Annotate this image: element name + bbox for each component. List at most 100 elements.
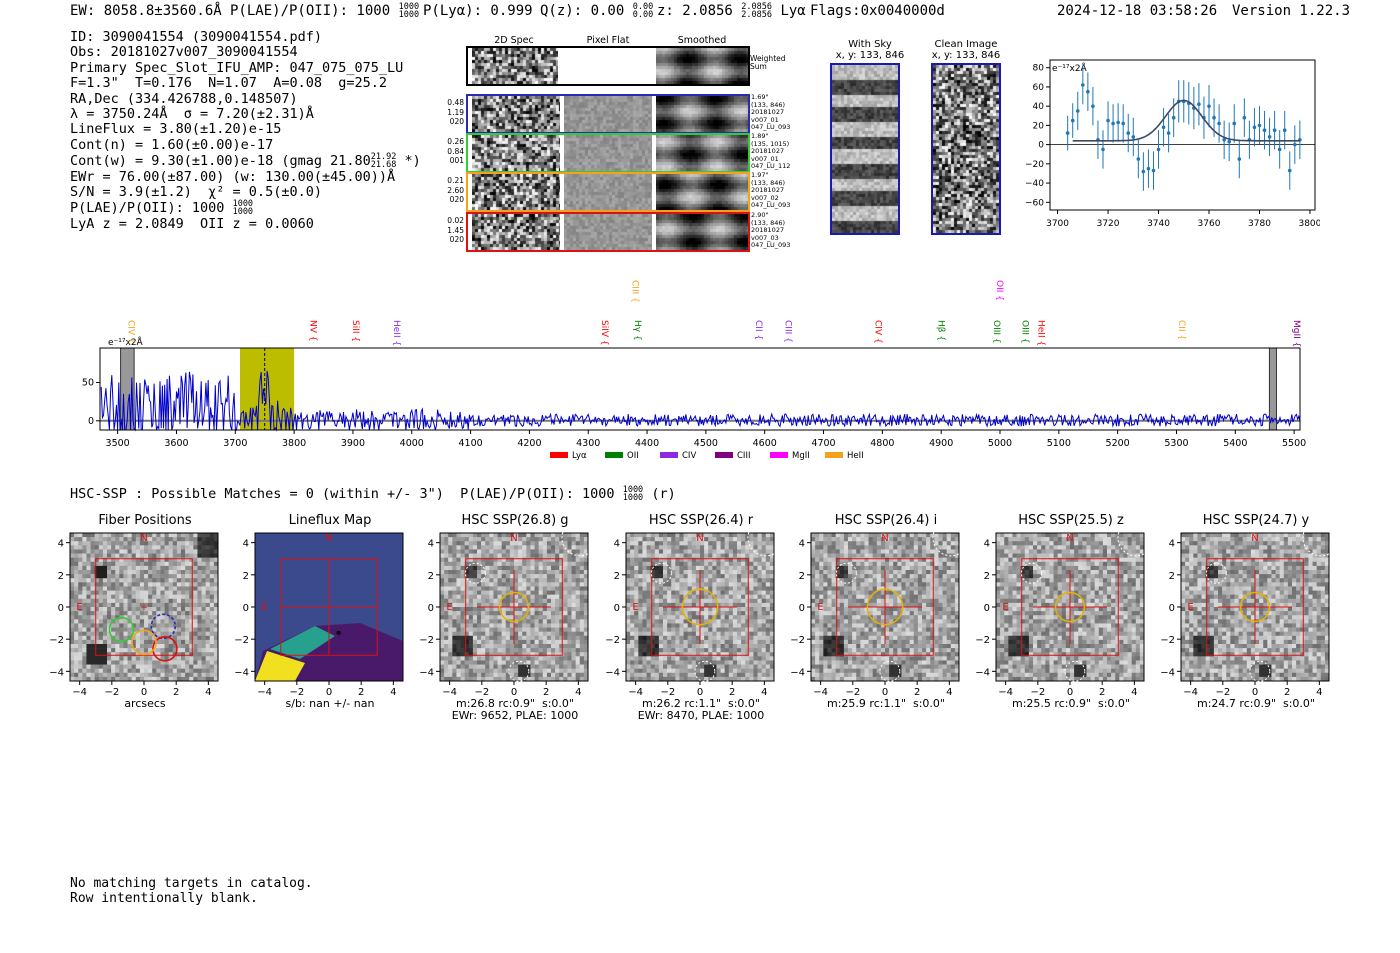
x-tick-label: 0 [1067, 687, 1073, 698]
y-tick-label: 0 [614, 603, 620, 614]
panel-title: HSC SSP(26.4) i [834, 513, 938, 528]
neighbor-circle [747, 530, 776, 557]
y-tick-label: −2 [975, 635, 990, 646]
col-label-smooth: Smoothed [677, 35, 727, 46]
zoom-data-point [1287, 168, 1292, 173]
panel-title: HSC SSP(26.4) r [648, 513, 754, 528]
x-tick-label: 2 [1099, 687, 1105, 698]
cutout-noise-image [472, 135, 560, 171]
y-tick-label: −4 [790, 667, 805, 678]
cutout-flat-image [564, 214, 652, 250]
north-label: N [1066, 533, 1073, 544]
panel-caption: m:24.7 rc:0.9" s:0.0" [1197, 697, 1315, 710]
weighted-sum-label: Weighted Sum [750, 54, 786, 71]
legend-label: CIII [737, 451, 750, 461]
panel-image: N E −4 −4 −2 −2 0 0 2 2 4 4 [419, 530, 590, 698]
cutout-row-left-label: 0.02 1.45 020 [447, 216, 464, 244]
center-marker: + [140, 603, 148, 613]
emission-line-label: HeII { [391, 320, 401, 346]
x-tick-label: 2 [543, 687, 549, 698]
north-label: N [140, 533, 147, 544]
emission-line-label: NV { [308, 320, 318, 341]
clean-title: Clean Image [934, 39, 998, 50]
panel-pixels [996, 533, 1145, 682]
spec-x-tick-label: 3900 [341, 438, 365, 449]
spec-x-tick-label: 3600 [164, 438, 188, 449]
zoom-data-point [1116, 120, 1120, 125]
x-tick-label: −2 [1030, 687, 1045, 698]
spec-x-tick-label: 3800 [282, 438, 306, 449]
zoom-y-tick-label: 80 [1033, 64, 1045, 74]
legend-label: HeII [847, 451, 864, 461]
spec-x-tick-label: 4400 [635, 438, 659, 449]
emission-line-label: MgII { [1291, 320, 1301, 347]
x-tick-label: 4 [946, 687, 952, 698]
neighbor-circle [508, 660, 530, 682]
x-tick-label: 2 [729, 687, 735, 698]
x-tick-label: −2 [474, 687, 489, 698]
x-tick-label: −4 [442, 687, 457, 698]
panel-title: HSC SSP(26.8) g [461, 513, 569, 528]
aperture-box [465, 558, 563, 656]
emission-line-label: CII { [1176, 320, 1186, 340]
x-tick-label: −4 [813, 687, 828, 698]
neighbor-circle [1302, 530, 1331, 557]
spec-x-tick-label: 3700 [223, 438, 247, 449]
spec-x-tick-label: 4100 [458, 438, 482, 449]
zoom-data-point [1252, 125, 1257, 130]
neighbor-circle [464, 562, 486, 584]
y-tick-label: 0 [799, 603, 805, 614]
cutout-row-right-label: 1.69" (133, 846) 20181027 v007_01 047_LU… [751, 93, 791, 131]
spectrum-line [100, 370, 1301, 432]
legend-label: OII [627, 451, 639, 461]
info-plae: P(LAE)/P(OII): 1000 1000 1000 [70, 199, 254, 218]
x-tick-label: −2 [289, 687, 304, 698]
fiber-circle [131, 629, 157, 656]
header-version: Version 1.22.3 [1232, 3, 1351, 19]
x-tick-label: 4 [575, 687, 581, 698]
col-label-flat: Pixel Flat [586, 35, 630, 46]
source-circle [1239, 591, 1271, 623]
zoom-data-point [1151, 168, 1156, 173]
y-tick-label: 0 [58, 603, 64, 614]
cutout-row [466, 172, 750, 212]
cutout-noise-image [472, 174, 560, 210]
full-spectrum-chart: e⁻¹⁷x2Å 3500 3600 3700 3800 3900 4000 4100 4200 4… [82, 280, 1306, 461]
cutout-flat-image [564, 135, 652, 171]
zoom-y-tick-label: −20 [1025, 160, 1044, 170]
y-tick-label: −4 [49, 667, 64, 678]
sky-title: With Sky [848, 39, 892, 50]
cutout-row-right-label: 1.97" (133, 846) 20181027 v007_02 047_LU… [751, 171, 791, 209]
emission-line-label: CIV { [125, 320, 135, 344]
info-ewr: EWr = 76.00(±87.00) (w: 130.00(±45.00))Å [70, 168, 396, 185]
y-tick-label: 2 [614, 571, 620, 582]
zoom-data-point [1171, 115, 1176, 120]
info-lyaz: LyA z = 2.0849 OII z = 0.0060 [70, 215, 314, 232]
x-tick-label: −2 [660, 687, 675, 698]
east-label: E [1002, 602, 1008, 613]
zoom-data-point [1091, 104, 1095, 108]
hsc-summary: HSC-SSP : Possible Matches = 0 (within +… [70, 485, 676, 503]
info-radec: RA,Dec (334.426788,0.148507) [70, 90, 298, 107]
zoom-data-point [1227, 139, 1231, 144]
y-tick-label: 2 [799, 571, 805, 582]
spec-x-tick-label: 5100 [1047, 438, 1071, 449]
panel-title: HSC SSP(25.5) z [1018, 513, 1124, 528]
y-tick-label: 4 [428, 539, 434, 550]
cutout-row-left-label: 0.21 2.60 020 [447, 176, 464, 204]
col-label-2d: 2D Spec [494, 35, 534, 46]
panel-image: N E + −4 −4 −2 −2 0 0 2 2 4 4 [49, 532, 219, 698]
zoom-x-tick-label: 3740 [1147, 219, 1170, 229]
panel-image: N E −4 −4 −2 −2 0 0 2 2 4 4 [605, 530, 776, 698]
x-tick-label: 0 [882, 687, 888, 698]
spec-y-tick-label: 0 [88, 416, 94, 427]
emission-line-label: Hβ { [935, 320, 945, 341]
fiber-circle [152, 636, 178, 662]
y-tick-label: −4 [1160, 667, 1175, 678]
x-tick-label: −2 [104, 687, 119, 698]
neighbor-circle [932, 530, 961, 557]
zoom-data-point [1242, 115, 1247, 120]
x-tick-label: 4 [205, 687, 211, 698]
x-tick-label: 4 [390, 687, 396, 698]
zoom-y-tick-label: 60 [1033, 83, 1045, 93]
